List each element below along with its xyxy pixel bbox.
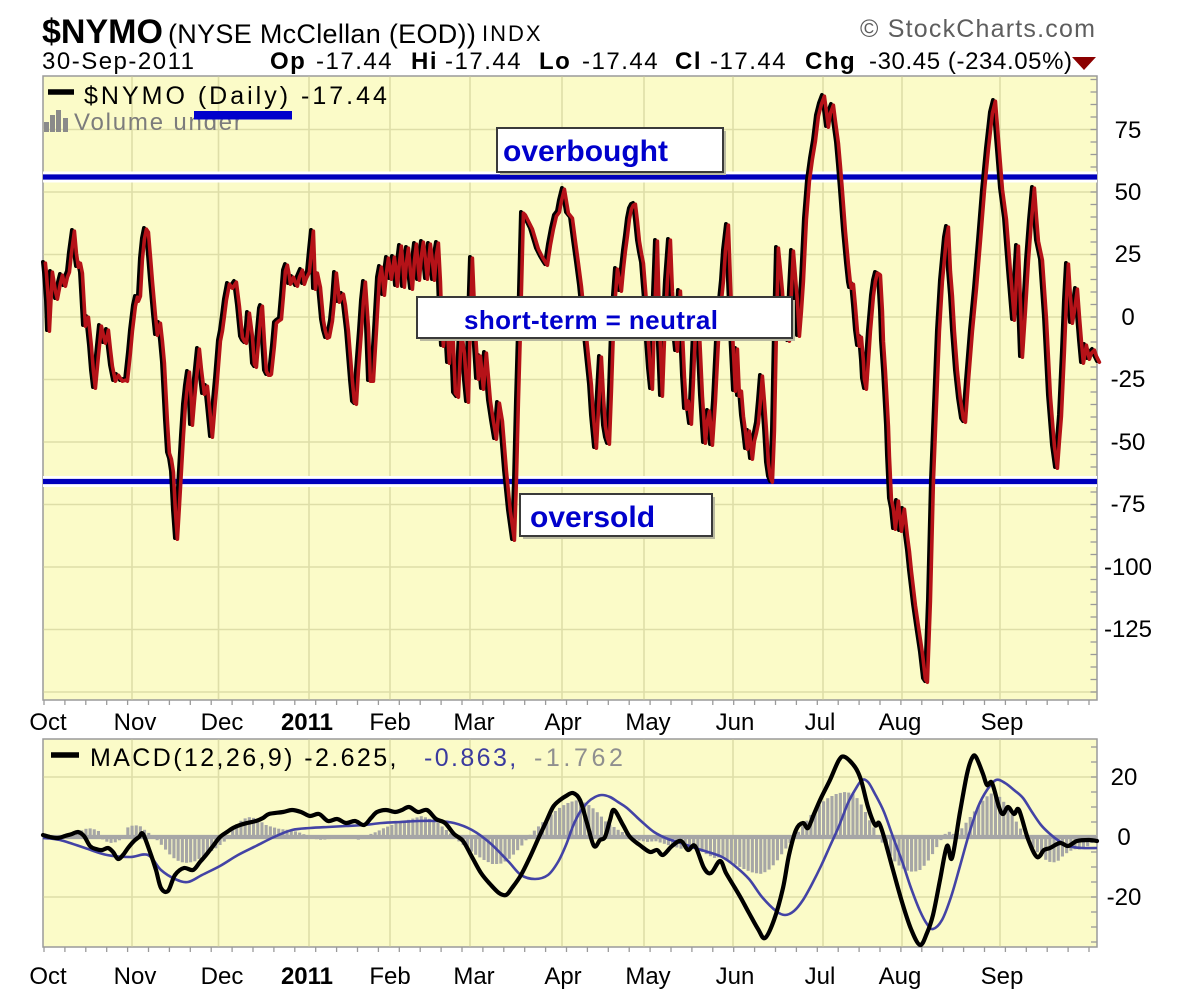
svg-text:© StockCharts.com: © StockCharts.com — [860, 15, 1096, 43]
svg-text:-125: -125 — [1104, 616, 1152, 643]
svg-text:-1.762: -1.762 — [534, 744, 627, 772]
svg-text:2011: 2011 — [281, 963, 333, 990]
svg-text:Cl: Cl — [675, 48, 702, 75]
svg-text:-17.44: -17.44 — [710, 48, 787, 75]
svg-text:MACD(12,26,9) -2.625,: MACD(12,26,9) -2.625, — [90, 744, 399, 772]
svg-text:Feb: Feb — [369, 709, 410, 736]
svg-text:Jul: Jul — [805, 963, 836, 990]
svg-text:Op: Op — [270, 48, 306, 75]
svg-text:short-term = neutral: short-term = neutral — [464, 305, 718, 335]
svg-text:Jul: Jul — [805, 709, 836, 736]
svg-text:Jun: Jun — [716, 709, 755, 736]
svg-text:Nov: Nov — [114, 709, 157, 736]
svg-text:Hi: Hi — [411, 48, 438, 75]
svg-text:50: 50 — [1115, 179, 1142, 206]
svg-text:$NYMO: $NYMO — [42, 13, 163, 51]
svg-text:Oct: Oct — [29, 963, 67, 990]
svg-text:Chg: Chg — [805, 48, 856, 75]
svg-text:Jun: Jun — [716, 963, 755, 990]
svg-text:25: 25 — [1115, 241, 1142, 268]
svg-text:2011: 2011 — [281, 709, 333, 736]
svg-text:Feb: Feb — [369, 963, 410, 990]
svg-text:INDX: INDX — [482, 21, 543, 46]
svg-text:-25: -25 — [1111, 366, 1146, 393]
svg-text:75: 75 — [1115, 117, 1142, 144]
svg-text:Oct: Oct — [29, 709, 67, 736]
svg-text:-17.44: -17.44 — [316, 48, 393, 75]
svg-text:20: 20 — [1111, 764, 1138, 791]
svg-text:Aug: Aug — [879, 709, 922, 736]
svg-text:Apr: Apr — [544, 709, 581, 736]
svg-text:-20: -20 — [1107, 884, 1142, 911]
svg-text:oversold: oversold — [530, 501, 655, 534]
svg-text:0: 0 — [1121, 304, 1134, 331]
svg-text:-100: -100 — [1104, 554, 1152, 581]
svg-text:Lo: Lo — [539, 48, 571, 75]
svg-text:-0.863,: -0.863, — [424, 744, 519, 772]
svg-text:Dec: Dec — [201, 963, 244, 990]
svg-text:-50: -50 — [1111, 429, 1146, 456]
svg-text:0: 0 — [1117, 824, 1130, 851]
svg-text:$NYMO (Daily) -17.44: $NYMO (Daily) -17.44 — [84, 82, 390, 110]
svg-text:Sep: Sep — [981, 709, 1024, 736]
svg-text:-17.44: -17.44 — [445, 48, 522, 75]
svg-text:Mar: Mar — [453, 963, 494, 990]
svg-text:Mar: Mar — [453, 709, 494, 736]
svg-text:Sep: Sep — [981, 963, 1024, 990]
svg-text:-17.44: -17.44 — [582, 48, 659, 75]
svg-text:30-Sep-2011: 30-Sep-2011 — [42, 48, 196, 75]
svg-text:Dec: Dec — [201, 709, 244, 736]
svg-text:Nov: Nov — [114, 963, 157, 990]
svg-text:May: May — [625, 963, 670, 990]
svg-text:Apr: Apr — [544, 963, 581, 990]
svg-text:-75: -75 — [1111, 491, 1146, 518]
svg-text:overbought: overbought — [503, 135, 668, 168]
svg-text:May: May — [625, 709, 670, 736]
svg-text:(NYSE McClellan (EOD)): (NYSE McClellan (EOD)) — [168, 19, 476, 49]
svg-text:-30.45 (-234.05%): -30.45 (-234.05%) — [869, 48, 1073, 75]
svg-text:Aug: Aug — [879, 963, 922, 990]
